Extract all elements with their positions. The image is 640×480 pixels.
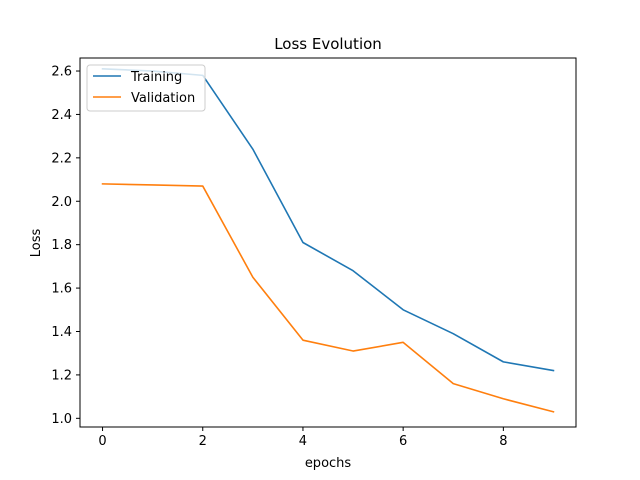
y-tick-label: 1.6 (51, 282, 72, 297)
legend: Training Validation (86, 64, 206, 112)
x-axis-label: epochs (305, 456, 352, 471)
y-axis-label: Loss (29, 229, 44, 258)
x-tick-label: 8 (499, 434, 507, 449)
legend-label-training: Training (130, 70, 182, 85)
y-tick-label: 1.2 (51, 368, 72, 383)
legend-label-validation: Validation (131, 91, 195, 106)
x-tick-label: 2 (199, 434, 207, 449)
x-tick-label: 6 (399, 434, 407, 449)
x-tick-label: 0 (98, 434, 106, 449)
y-tick-label: 2.4 (51, 108, 72, 123)
y-tick-label: 2.6 (51, 65, 72, 80)
y-tick-label: 2.2 (51, 151, 72, 166)
plot-frame (79, 57, 577, 428)
chart-title: Loss Evolution (274, 35, 382, 53)
y-tick-label: 1.0 (51, 412, 72, 427)
x-tick-label: 4 (299, 434, 307, 449)
ticks-layer: 0 2 4 6 8 1.0 1.2 1.4 1.6 1.8 2.0 2.2 2.4 2.6 (51, 65, 507, 449)
series-line-validation (101, 183, 555, 413)
y-tick-label: 1.8 (51, 238, 72, 253)
y-tick-label: 1.4 (51, 325, 72, 340)
y-tick-label: 2.0 (51, 195, 72, 210)
